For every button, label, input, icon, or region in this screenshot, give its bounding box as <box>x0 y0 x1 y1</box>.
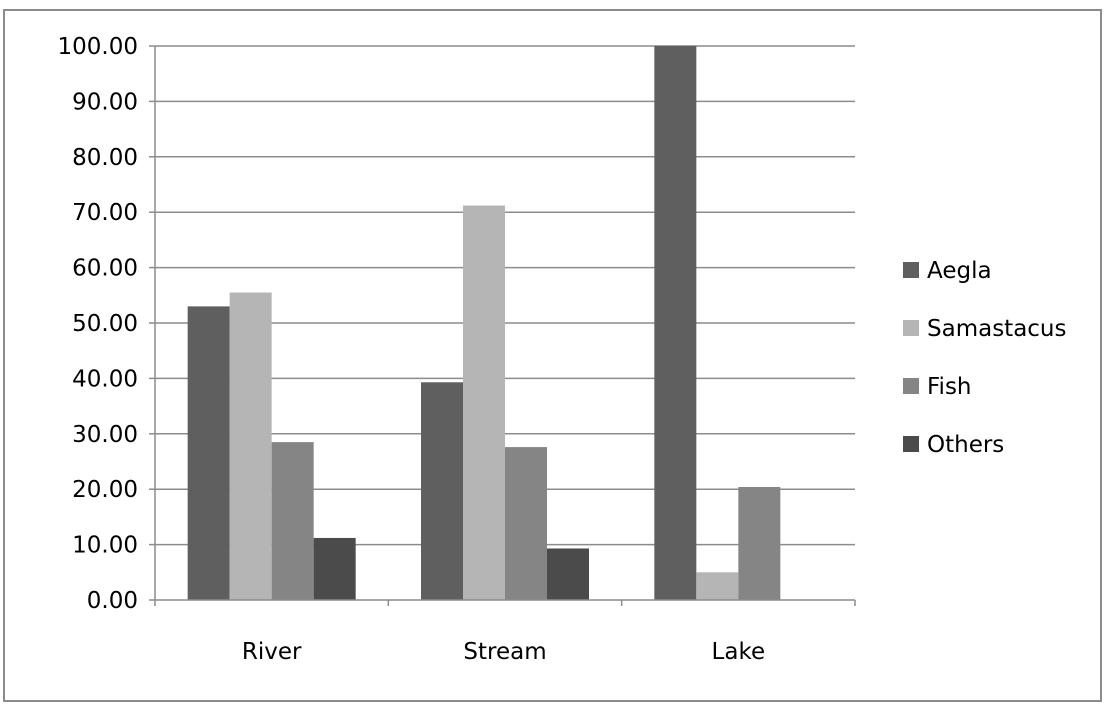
legend-swatch-samastacus <box>903 320 919 336</box>
bar-others-stream <box>547 548 589 600</box>
y-tick-label: 20.00 <box>72 477 138 503</box>
bar-samastacus-stream <box>463 205 505 600</box>
bar-samastacus-lake <box>696 572 739 600</box>
y-tick-label: 0.00 <box>87 588 138 614</box>
y-tick-label: 70.00 <box>72 200 138 226</box>
legend: Aegla Samastacus Fish Others <box>903 258 1067 458</box>
bar-fish-lake <box>738 486 781 600</box>
bar-fish-river <box>271 442 314 600</box>
x-tick-label: River <box>242 639 302 665</box>
axes <box>149 45 856 606</box>
bar-others-river <box>313 537 356 600</box>
y-tick-label: 80.00 <box>72 145 138 171</box>
bar-fish-stream <box>505 447 547 600</box>
legend-swatch-others <box>903 436 919 452</box>
bar-aegla-lake <box>654 46 697 600</box>
y-tick-label: 10.00 <box>72 533 138 559</box>
legend-swatch-aegla <box>903 262 919 278</box>
legend-label-aegla: Aegla <box>927 258 992 284</box>
bar-aegla-river <box>187 306 230 600</box>
bars <box>187 46 781 600</box>
legend-swatch-fish <box>903 378 919 394</box>
y-tick-label: 30.00 <box>72 422 138 448</box>
bar-samastacus-river <box>229 292 272 600</box>
y-axis-ticks: 0.00 10.00 20.00 30.00 40.00 50.00 60.00 70.00 8… <box>58 34 138 614</box>
y-tick-label: 50.00 <box>72 311 138 337</box>
x-axis-ticks: River Stream Lake <box>242 639 765 665</box>
bar-aegla-stream <box>421 382 463 600</box>
x-tick-label: Stream <box>463 639 546 665</box>
legend-label-others: Others <box>927 432 1004 458</box>
y-tick-label: 60.00 <box>72 256 138 282</box>
y-tick-label: 90.00 <box>72 89 138 115</box>
y-tick-label: 40.00 <box>72 366 138 392</box>
x-tick-label: Lake <box>712 639 766 665</box>
legend-label-fish: Fish <box>927 374 972 400</box>
y-tick-label: 100.00 <box>58 34 138 60</box>
legend-label-samastacus: Samastacus <box>927 316 1067 342</box>
